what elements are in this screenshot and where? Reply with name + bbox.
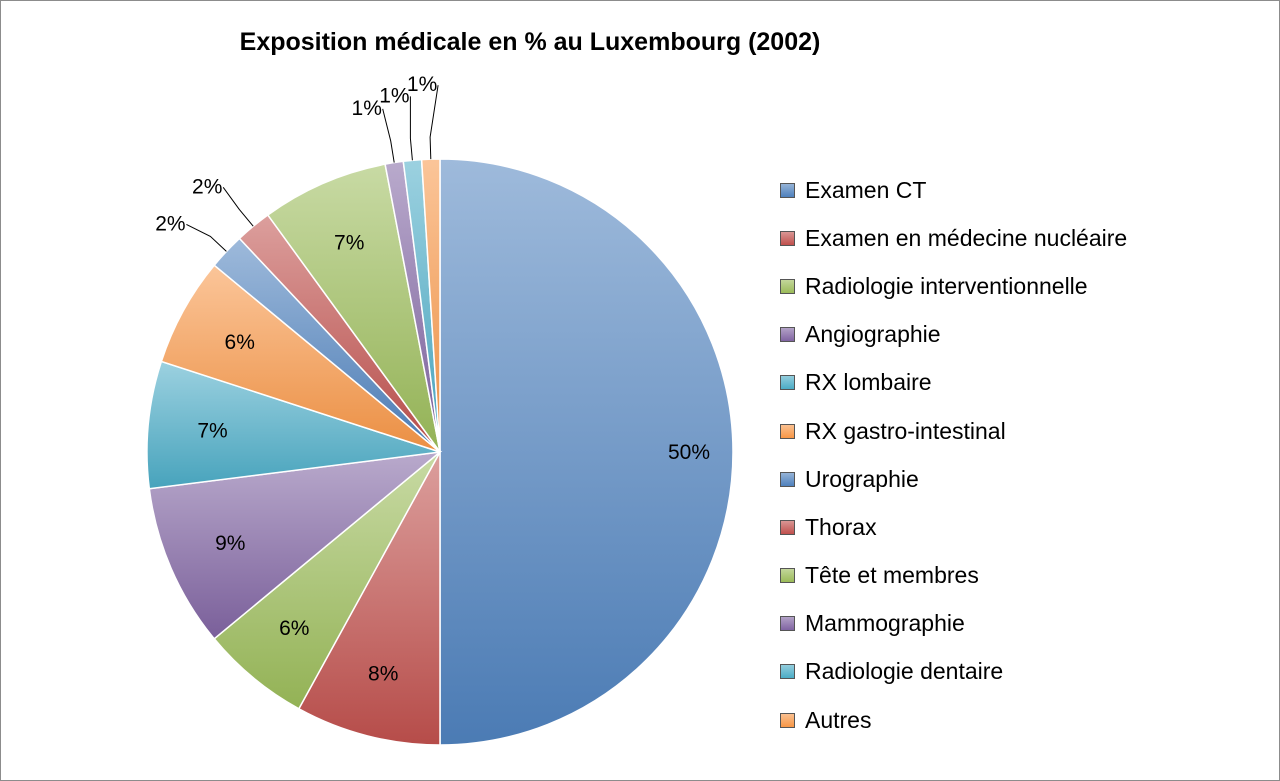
legend-item-angiographie: Angiographie: [780, 311, 1127, 359]
legend-label: Radiologie interventionnelle: [805, 272, 1088, 299]
data-label-rx-gastro-intestinal: 6%: [225, 331, 255, 354]
legend-swatch: [780, 278, 795, 294]
slices-layer: [146, 158, 734, 746]
chart-title: Exposition médicale en % au Luxembourg (…: [239, 28, 821, 56]
legend-swatch: [780, 616, 795, 632]
legend-item-rx-gastro-intestinal: RX gastro-intestinal: [780, 407, 1127, 455]
legend: Examen CT Examen en médecine nucléaire Rad…: [780, 166, 1127, 744]
legend-swatch: [780, 423, 795, 439]
legend-swatch: [780, 664, 795, 680]
legend-label: Urographie: [805, 465, 919, 492]
data-labels: 50%8%6%9%7%6%2%2%7%1%1%1%: [155, 73, 710, 685]
legend-label: RX lombaire: [805, 369, 932, 396]
data-label-radiologie-dentaire: 1%: [379, 84, 409, 107]
legend-label: Autres: [805, 706, 872, 733]
legend-item-examen-en-medecine-nucleaire: Examen en médecine nucléaire: [780, 214, 1127, 262]
legend-item-urographie: Urographie: [780, 455, 1127, 503]
legend-swatch: [780, 375, 795, 391]
data-label-urographie: 2%: [155, 212, 185, 235]
legend-label: Tête et membres: [805, 562, 979, 589]
legend-label: RX gastro-intestinal: [805, 417, 1006, 444]
pie-slice-autres: [420, 158, 441, 453]
legend-label: Thorax: [805, 513, 877, 540]
legend-swatch: [780, 519, 795, 535]
data-label-angiographie: 9%: [215, 532, 245, 555]
legend-item-examen-ct: Examen CT: [780, 166, 1127, 214]
leader-line-radiologie-dentaire: [409, 96, 413, 161]
legend-item-radiologie-dentaire: Radiologie dentaire: [780, 648, 1127, 696]
legend-label: Radiologie dentaire: [805, 658, 1004, 685]
data-label-autres: 1%: [407, 73, 437, 96]
legend-item-radiologie-interventionnelle: Radiologie interventionnelle: [780, 262, 1127, 310]
legend-item-tete-et-membres: Tête et membres: [780, 552, 1127, 600]
legend-item-mammographie: Mammographie: [780, 600, 1127, 648]
leader-line-urographie: [186, 223, 227, 252]
data-label-examen-ct: 50%: [668, 441, 710, 464]
leader-line-mammographie: [382, 108, 395, 163]
legend-swatch: [780, 230, 795, 246]
legend-swatch: [780, 471, 795, 487]
leader-lines: [186, 85, 439, 252]
legend-item-rx-lombaire: RX lombaire: [780, 359, 1127, 407]
data-label-tete-et-membres: 7%: [334, 231, 364, 254]
legend-swatch: [780, 182, 795, 198]
legend-swatch: [780, 327, 795, 343]
data-label-radiologie-interventionnelle: 6%: [279, 617, 309, 640]
pie-slice-angiographie: [148, 450, 443, 640]
legend-swatch: [780, 712, 795, 728]
legend-swatch: [780, 568, 795, 584]
legend-item-autres: Autres: [780, 696, 1127, 744]
data-label-mammographie: 1%: [352, 97, 382, 120]
legend-label: Examen CT: [805, 176, 927, 203]
leader-line-thorax: [222, 187, 254, 227]
data-label-rx-lombaire: 7%: [197, 420, 227, 443]
pie-slice-examen-en-medecine-nucleaire: [297, 451, 441, 746]
data-label-thorax: 2%: [192, 175, 222, 198]
legend-item-thorax: Thorax: [780, 503, 1127, 551]
pie-slice-rx-lombaire: [146, 360, 441, 490]
pie-slice-examen-ct: [439, 158, 734, 746]
pie-slice-tete-et-membres: [266, 163, 441, 453]
leader-line-autres: [429, 85, 439, 160]
legend-label: Examen en médecine nucléaire: [805, 224, 1128, 251]
data-label-examen-en-medecine-nucleaire: 8%: [368, 662, 398, 685]
legend-label: Angiographie: [805, 321, 941, 348]
legend-label: Mammographie: [805, 610, 965, 637]
